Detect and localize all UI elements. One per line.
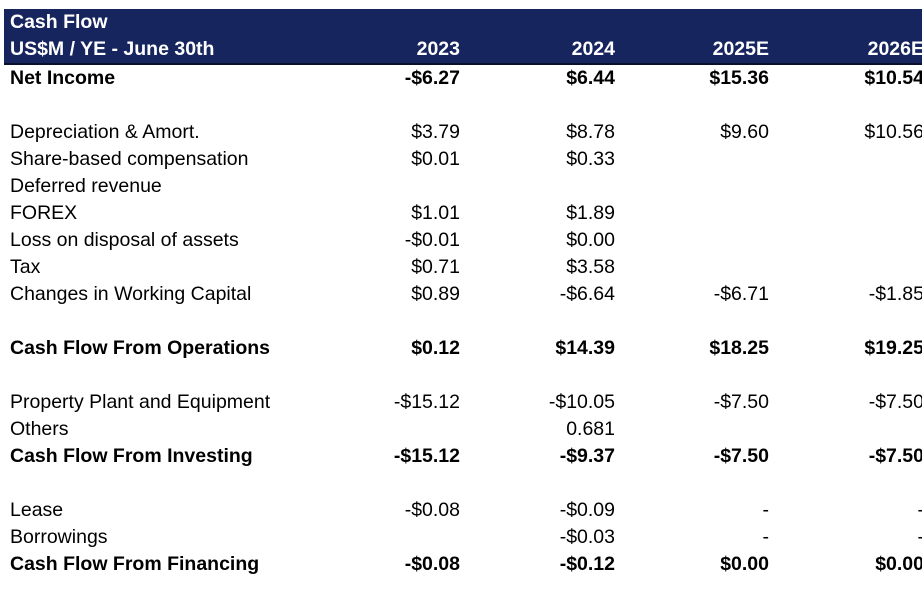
table-row: Changes in Working Capital $0.89 -$6.64 -$6… [4, 281, 922, 308]
row-value-2025e: -$7.50 [713, 445, 769, 467]
row-value-2024: $6.44 [566, 67, 615, 89]
row-value-2024: 0.681 [566, 418, 615, 440]
row-value-2024: $8.78 [566, 121, 615, 143]
row-value-2024: -$6.64 [559, 283, 615, 305]
row-value-2023: $0.12 [411, 337, 460, 359]
table-row: Lease -$0.08 -$0.09 - - [4, 497, 922, 524]
row-value-2025e: $0.00 [720, 553, 769, 575]
row-value-2026e: $10.54 [864, 67, 922, 89]
row-value-2023: $0.71 [411, 256, 460, 278]
row-value-2024: -$0.12 [559, 553, 615, 575]
row-value-2023: -$0.08 [404, 553, 460, 575]
row-value-2023: $1.01 [411, 202, 460, 224]
row-value-2025e: $15.36 [709, 67, 769, 89]
row-label: Loss on disposal of assets [10, 229, 239, 251]
table-row: FOREX $1.01 $1.89 [4, 200, 922, 227]
table-row: Cash Flow From Financing -$0.08 -$0.12 $0.0… [4, 551, 922, 578]
row-value-2026e: - [794, 497, 922, 524]
row-label: Others [10, 418, 69, 440]
row-value-2025e: $18.25 [709, 337, 769, 359]
row-label: FOREX [10, 202, 78, 224]
row-value-2024: -$9.37 [559, 445, 615, 467]
row-value-2025e: - [762, 499, 770, 521]
row-label: Depreciation & Amort. [10, 121, 200, 143]
row-value-2024: $14.39 [555, 337, 615, 359]
table-row: Loss on disposal of assets -$0.01 $0.00 [4, 227, 922, 254]
row-value-2025e: $9.60 [720, 121, 769, 143]
row-value-2025e: -$6.71 [713, 283, 769, 305]
row-label: Lease [10, 499, 64, 521]
row-label: Cash Flow From Operations [10, 337, 271, 359]
row-value-2023: -$0.08 [404, 499, 460, 521]
row-value-2023: $3.79 [411, 121, 460, 143]
row-value-2026e: $19.25 [864, 337, 922, 359]
row-value-2026e: - [794, 524, 922, 551]
table-row: Property Plant and Equipment -$15.12 -$10.… [4, 389, 922, 416]
column-header-2024: 2024 [571, 38, 615, 60]
row-label: Cash Flow From Financing [10, 553, 260, 575]
row-value-2023: -$0.01 [404, 229, 460, 251]
row-value-2026e: -$1.85 [868, 283, 922, 305]
row-value-2024: -$0.03 [559, 526, 615, 548]
row-value-2026e: -$7.50 [868, 391, 922, 413]
row-value-2026e: -$7.50 [868, 445, 922, 467]
row-label: Property Plant and Equipment [10, 391, 271, 413]
table-row: Share-based compensation $0.01 $0.33 [4, 146, 922, 173]
column-header-2023: 2023 [416, 38, 460, 60]
table-row: Cash Flow From Operations $0.12 $14.39 $18.… [4, 335, 922, 362]
row-label: Deferred revenue [10, 175, 162, 197]
row-value-2023: $0.01 [411, 148, 460, 170]
table-header-row: US$M / YE - June 30th 2023 2024 2025E 20… [4, 35, 922, 65]
row-label: Cash Flow From Investing [10, 445, 253, 467]
row-value-2023: -$6.27 [404, 67, 460, 89]
table-subtitle: US$M / YE - June 30th [10, 38, 215, 60]
row-label: Borrowings [10, 526, 108, 548]
row-value-2024: $0.00 [566, 229, 615, 251]
table-row: Others 0.681 [4, 416, 922, 443]
column-header-2025e: 2025E [712, 38, 769, 60]
row-value-2025e: -$7.50 [713, 391, 769, 413]
row-value-2024: -$10.05 [548, 391, 615, 413]
row-label: Share-based compensation [10, 148, 249, 170]
table-row: Borrowings -$0.03 - - [4, 524, 922, 551]
spacer-row [4, 92, 922, 119]
table-title-row: Cash Flow [4, 9, 922, 35]
row-value-2023: -$15.12 [393, 391, 460, 413]
table-row: Cash Flow From Investing -$15.12 -$9.37 -$7… [4, 443, 922, 470]
row-value-2024: $0.33 [566, 148, 615, 170]
row-value-2024: $1.89 [566, 202, 615, 224]
row-value-2024: $3.58 [566, 256, 615, 278]
row-value-2026e: $10.56 [864, 121, 922, 143]
table-body: Net Income -$6.27 $6.44 $15.36 $10.54 Depreci… [4, 65, 922, 578]
table-row: Net Income -$6.27 $6.44 $15.36 $10.54 [4, 65, 922, 92]
table-row: Deferred revenue [4, 173, 922, 200]
row-label: Tax [10, 256, 41, 278]
row-value-2023: $0.89 [411, 283, 460, 305]
row-label: Net Income [10, 67, 116, 89]
spacer-row [4, 308, 922, 335]
row-value-2023: -$15.12 [393, 445, 460, 467]
column-header-2026e: 2026E [867, 38, 922, 60]
row-value-2024: -$0.09 [559, 499, 615, 521]
table-row: Tax $0.71 $3.58 [4, 254, 922, 281]
cash-flow-table: Cash Flow US$M / YE - June 30th 2023 202… [4, 9, 922, 578]
row-value-2026e: $0.00 [875, 553, 922, 575]
spacer-row [4, 470, 922, 497]
row-label: Changes in Working Capital [10, 283, 252, 305]
row-value-2025e: - [762, 526, 770, 548]
table-title: Cash Flow [10, 11, 108, 33]
spacer-row [4, 362, 922, 389]
table-row: Depreciation & Amort. $3.79 $8.78 $9.60 $10.… [4, 119, 922, 146]
